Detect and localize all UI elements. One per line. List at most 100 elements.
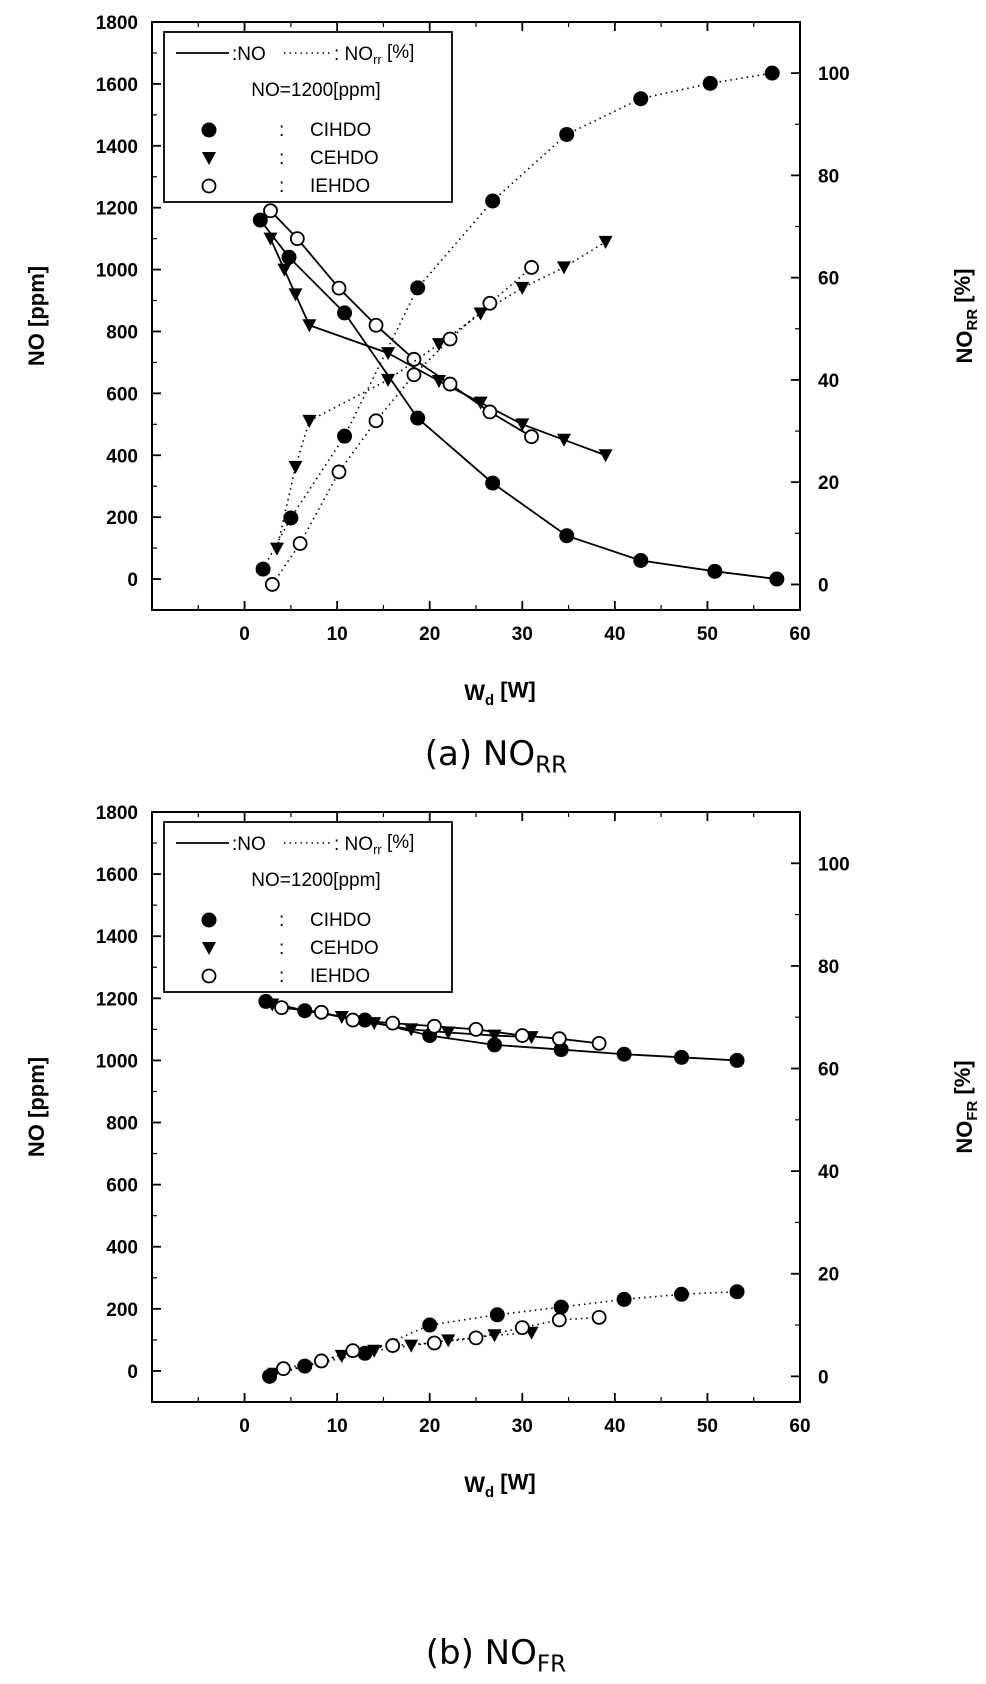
- data-point-cihdo-no: [281, 249, 297, 265]
- data-point-cihdo-no: [707, 563, 723, 579]
- data-point-cehdo-norr: [515, 281, 530, 295]
- x-axis-label-main: W: [464, 1472, 485, 1497]
- y-tick-label: 200: [106, 508, 138, 529]
- y-tick-label: 0: [127, 570, 138, 591]
- panel-caption: (b) NOFR: [426, 1633, 566, 1677]
- x-tick-label: 10: [327, 1416, 348, 1437]
- y-right-axis-label-tail: [%]: [950, 1060, 975, 1100]
- series-line-iehdo-norr: [271, 266, 533, 585]
- data-point-cihdo-nofr: [422, 1317, 438, 1333]
- data-point-iehdo-nofr: [385, 1338, 401, 1353]
- data-point-cihdo-norr: [764, 65, 780, 81]
- data-point-cehdo-norr: [288, 460, 303, 474]
- data-point-cehdo-norr: [556, 261, 571, 275]
- data-point-cehdo-no: [302, 319, 317, 333]
- y-axis-label: NO [ppm]: [24, 1057, 49, 1157]
- y-right-tick-label: 80: [818, 166, 839, 187]
- data-point-iehdo-nofr: [276, 1361, 291, 1377]
- legend-dotted-label-sub: rr: [373, 842, 382, 857]
- data-point-iehdo-no: [289, 231, 305, 247]
- data-point-iehdo-norr: [406, 367, 422, 383]
- data-point-cihdo-norr: [702, 75, 718, 91]
- x-tick-label: 40: [604, 1416, 625, 1437]
- legend-entry-label: CIHDO: [310, 910, 371, 931]
- x-tick-label: 40: [604, 624, 625, 645]
- x-axis-label-tail: [W]: [494, 1470, 536, 1495]
- data-point-cehdo-nofr: [334, 1349, 349, 1363]
- x-tick-label: 60: [789, 1416, 810, 1437]
- y-right-tick-label: 40: [818, 371, 839, 392]
- data-point-cihdo-nofr: [297, 1358, 313, 1374]
- data-point-iehdo-no: [314, 1004, 329, 1020]
- legend-dotted-label-main: : NO: [334, 834, 373, 855]
- legend-separator: :: [279, 966, 284, 987]
- x-tick-label: 30: [512, 624, 533, 645]
- y-tick-label: 800: [106, 1114, 138, 1135]
- y-right-tick-label: 80: [818, 957, 839, 978]
- data-point-cihdo-no: [337, 305, 353, 321]
- y-tick-label: 400: [106, 1238, 138, 1259]
- data-point-iehdo-nofr: [514, 1320, 530, 1336]
- data-point-cihdo-norr: [255, 561, 271, 577]
- data-point-cehdo-no: [441, 1026, 456, 1040]
- panel-caption-main: (a) NO: [425, 734, 535, 774]
- x-axis-label: Wd [W]: [464, 1470, 535, 1501]
- data-point-iehdo-norr: [331, 464, 347, 480]
- legend: :NO: NOrr [%]NO=1200[ppm]: CIHDO: CEHDO: IE…: [163, 31, 453, 203]
- data-point-iehdo-norr: [442, 331, 458, 347]
- x-tick-label: 20: [419, 624, 440, 645]
- data-point-iehdo-norr: [368, 413, 384, 429]
- x-tick-label: 0: [239, 624, 250, 645]
- data-point-iehdo-nofr: [345, 1343, 361, 1359]
- x-tick-label: 10: [327, 624, 348, 645]
- y-right-axis-label-sub: FR: [964, 1100, 981, 1120]
- data-point-cihdo-no: [559, 528, 575, 544]
- data-point-cehdo-no: [265, 998, 280, 1012]
- data-point-cehdo-norr: [302, 414, 317, 428]
- panel-b-no-fr: 0 10 20 30 40 50 60020040060080010001200140016…: [24, 803, 981, 1677]
- data-point-iehdo-nofr: [426, 1335, 442, 1351]
- legend-dotted-label-sub: rr: [373, 52, 382, 67]
- data-point-iehdo-norr: [292, 536, 308, 551]
- data-point-cihdo-no: [252, 212, 268, 228]
- data-point-cihdo-norr: [485, 193, 501, 209]
- data-point-cehdo-no: [404, 1023, 419, 1037]
- y-right-tick-label: 40: [818, 1162, 839, 1183]
- legend-entry-label: CEHDO: [310, 148, 379, 169]
- data-point-iehdo-nofr: [314, 1353, 329, 1369]
- series-line-iehdo-no: [269, 210, 533, 438]
- legend-entry-label: IEHDO: [310, 176, 370, 197]
- data-point-cihdo-norr: [410, 280, 426, 296]
- data-point-cehdo-nofr: [404, 1339, 419, 1353]
- data-point-cihdo-nofr: [729, 1284, 745, 1300]
- data-point-iehdo-no: [551, 1031, 567, 1047]
- data-point-cihdo-no: [729, 1052, 745, 1068]
- legend: :NO: NOrr [%]NO=1200[ppm]: CIHDO: CEHDO: IE…: [163, 821, 453, 993]
- data-point-iehdo-norr: [524, 260, 539, 275]
- data-point-iehdo-nofr: [551, 1312, 567, 1328]
- data-point-cihdo-no: [487, 1037, 503, 1053]
- data-point-iehdo-norr: [264, 577, 280, 592]
- data-point-cihdo-nofr: [674, 1286, 690, 1302]
- panel-caption-main: (b) NO: [426, 1633, 537, 1673]
- data-point-iehdo-no: [524, 429, 539, 445]
- data-point-cihdo-no: [674, 1049, 690, 1065]
- legend-dotted-label-main: : NO: [334, 44, 373, 65]
- data-point-cihdo-no: [616, 1046, 632, 1062]
- legend-marker-cihdo: [201, 122, 217, 138]
- data-point-cihdo-no: [410, 410, 426, 426]
- legend-separator: :: [279, 148, 284, 169]
- y-tick-label: 1200: [96, 989, 138, 1010]
- data-point-cihdo-norr: [559, 126, 575, 142]
- data-point-cihdo-no: [485, 475, 501, 491]
- series-line-iehdo-nofr: [283, 1316, 600, 1370]
- data-point-cihdo-nofr: [553, 1299, 569, 1315]
- legend-marker-cehdo: [202, 152, 216, 165]
- y-tick-label: 1800: [96, 13, 138, 34]
- data-point-iehdo-no: [591, 1035, 607, 1051]
- data-point-cehdo-no: [598, 449, 613, 463]
- data-point-iehdo-no: [274, 1000, 290, 1016]
- legend-condition: NO=1200[ppm]: [251, 870, 380, 891]
- data-point-iehdo-no: [442, 376, 458, 392]
